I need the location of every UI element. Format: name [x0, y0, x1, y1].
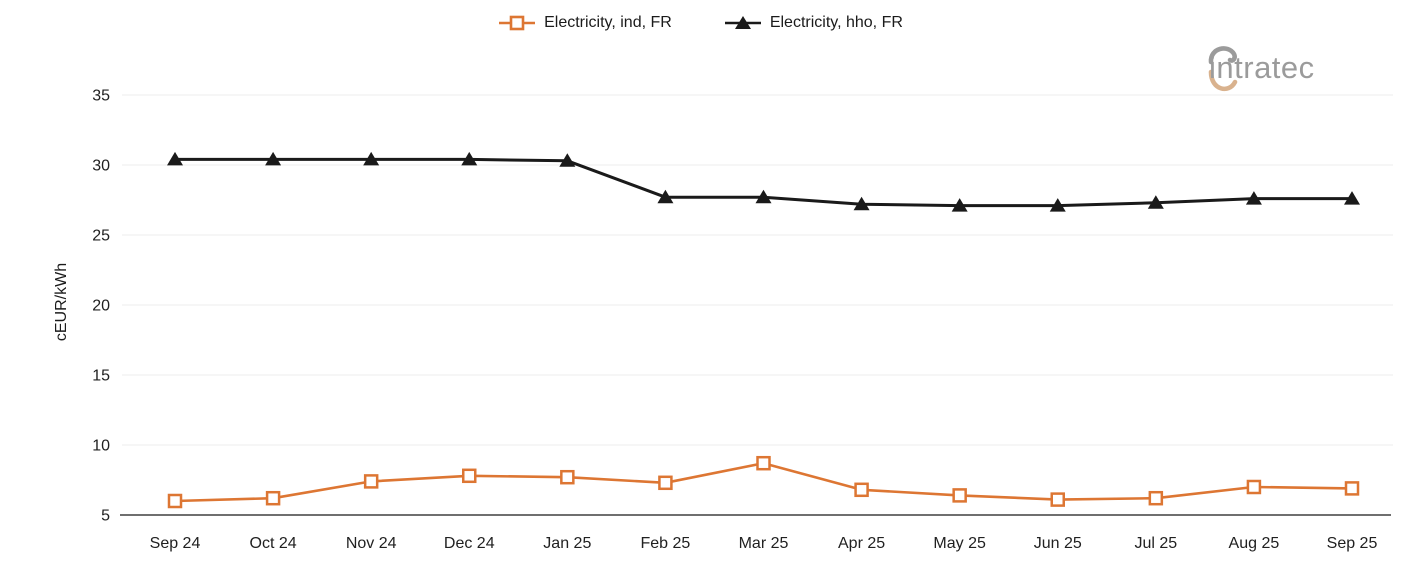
marker-square: [1246, 479, 1262, 495]
x-tick-label: Mar 25: [739, 535, 789, 552]
x-tick-label: Aug 25: [1229, 535, 1280, 552]
x-tick-label: Oct 24: [250, 535, 297, 552]
x-tick-label: Jan 25: [543, 535, 591, 552]
marker-square: [265, 490, 281, 506]
x-tick-label: May 25: [933, 535, 986, 552]
y-tick-label: 5: [101, 508, 110, 525]
marker-triangle: [1344, 191, 1360, 205]
marker-triangle: [559, 153, 576, 167]
legend-item-electricity-hho-fr: Electricity, hho, FR: [724, 14, 903, 32]
x-tick-label: Jun 25: [1034, 535, 1082, 552]
marker-triangle: [363, 151, 380, 166]
marker-square: [854, 482, 869, 498]
legend-marker-triangle-icon: [724, 16, 761, 29]
x-tick-label: Feb 25: [641, 535, 691, 552]
intratec-logo-mark-icon: [1208, 46, 1238, 92]
y-tick-label: 20: [92, 298, 110, 315]
marker-square: [1148, 490, 1164, 506]
y-tick-label: 30: [92, 158, 110, 175]
marker-square: [363, 474, 379, 489]
marker-square: [952, 488, 967, 503]
marker-triangle: [1049, 198, 1066, 212]
x-tick-label: Jul 25: [1134, 535, 1177, 552]
y-tick-label: 10: [92, 438, 110, 455]
marker-square: [756, 455, 771, 471]
legend-label-ind: Electricity, ind, FR: [544, 14, 672, 31]
y-tick-label: 25: [92, 228, 110, 245]
marker-triangle: [1245, 191, 1262, 205]
marker-triangle: [461, 151, 478, 166]
marker-triangle: [755, 189, 772, 204]
x-tick-label: Sep 24: [150, 535, 201, 552]
marker-triangle: [853, 196, 870, 211]
y-tick-label: 15: [92, 368, 110, 385]
x-tick-label: Sep 25: [1327, 535, 1378, 552]
legend: Electricity, ind, FR Electricity, hho, F…: [0, 14, 1401, 32]
marker-triangle: [167, 151, 183, 166]
legend-label-hho: Electricity, hho, FR: [769, 14, 903, 31]
marker-triangle: [951, 198, 968, 212]
marker-square: [462, 468, 477, 484]
marker-square: [167, 493, 183, 509]
marker-square: [658, 475, 673, 491]
x-tick-label: Apr 25: [838, 535, 885, 552]
marker-triangle: [265, 151, 282, 166]
marker-triangle: [1147, 195, 1164, 209]
x-tick-label: Dec 24: [444, 535, 495, 552]
legend-item-electricity-ind-fr: Electricity, ind, FR: [498, 14, 672, 32]
intratec-logo: intratec: [1197, 36, 1367, 100]
marker-square: [1344, 481, 1360, 496]
marker-triangle: [657, 189, 674, 204]
marker-square: [1050, 492, 1065, 507]
x-tick-label: Nov 24: [346, 535, 397, 552]
legend-marker-square-icon: [499, 15, 536, 31]
y-tick-label: 35: [92, 88, 110, 105]
marker-square: [560, 469, 575, 485]
logo-text: intratec: [1209, 50, 1315, 85]
